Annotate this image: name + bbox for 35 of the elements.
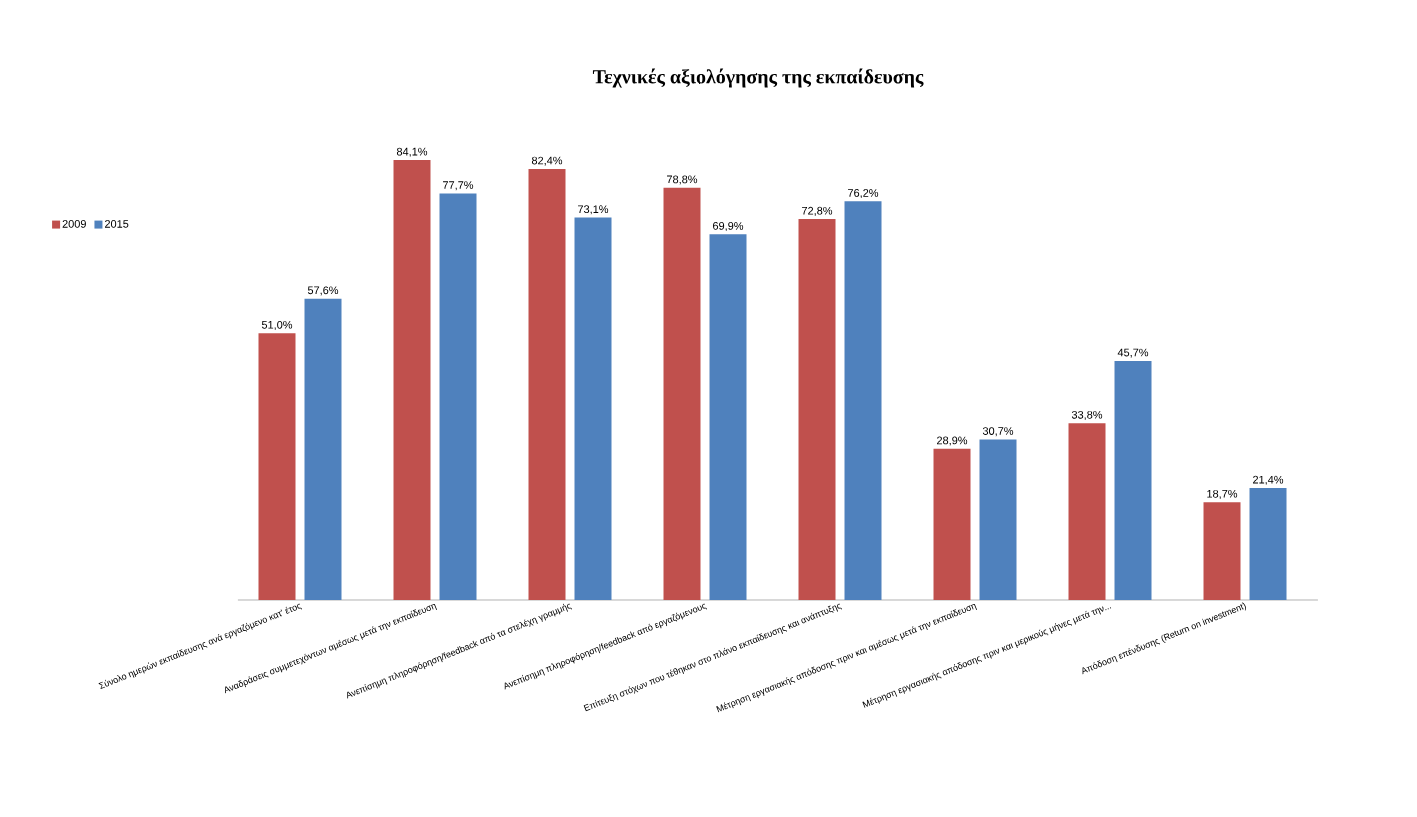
data-label: 45,7% bbox=[1117, 348, 1149, 358]
bar bbox=[979, 439, 1017, 600]
bar bbox=[574, 217, 612, 600]
bar bbox=[709, 234, 747, 600]
data-label: 73,1% bbox=[578, 205, 609, 215]
bar bbox=[844, 201, 882, 600]
legend-label: 2015 bbox=[104, 220, 129, 228]
bar bbox=[663, 187, 701, 600]
data-label: 76,2% bbox=[848, 189, 879, 199]
data-label: 33,8% bbox=[1071, 410, 1103, 420]
bar bbox=[933, 448, 971, 600]
data-label: 84,1% bbox=[396, 147, 428, 157]
data-label: 69,9% bbox=[713, 222, 744, 232]
data-label: 28,9% bbox=[937, 436, 968, 446]
data-label: 82,4% bbox=[531, 156, 563, 166]
bar bbox=[304, 298, 342, 600]
data-label: 21,4% bbox=[1253, 475, 1284, 485]
data-label: 72,8% bbox=[802, 206, 833, 216]
data-label: 18,7% bbox=[1207, 489, 1238, 499]
data-label: 78,8% bbox=[667, 175, 698, 185]
bar bbox=[439, 193, 477, 600]
data-label: 30,7% bbox=[982, 427, 1014, 437]
bar bbox=[1114, 360, 1152, 600]
legend-label: 2009 bbox=[62, 220, 86, 228]
chart-title: Τεχνικές αξιολόγησης της εκπαίδευσης bbox=[592, 68, 924, 88]
bar bbox=[258, 333, 296, 600]
data-label: 51,0% bbox=[261, 320, 293, 330]
bar bbox=[528, 168, 566, 600]
data-label: 77,7% bbox=[443, 181, 474, 191]
bar bbox=[1249, 488, 1287, 600]
data-label: 57,6% bbox=[307, 286, 339, 296]
bar bbox=[798, 219, 836, 600]
bar bbox=[1068, 423, 1106, 600]
bar bbox=[1203, 502, 1241, 600]
bar bbox=[393, 159, 431, 600]
